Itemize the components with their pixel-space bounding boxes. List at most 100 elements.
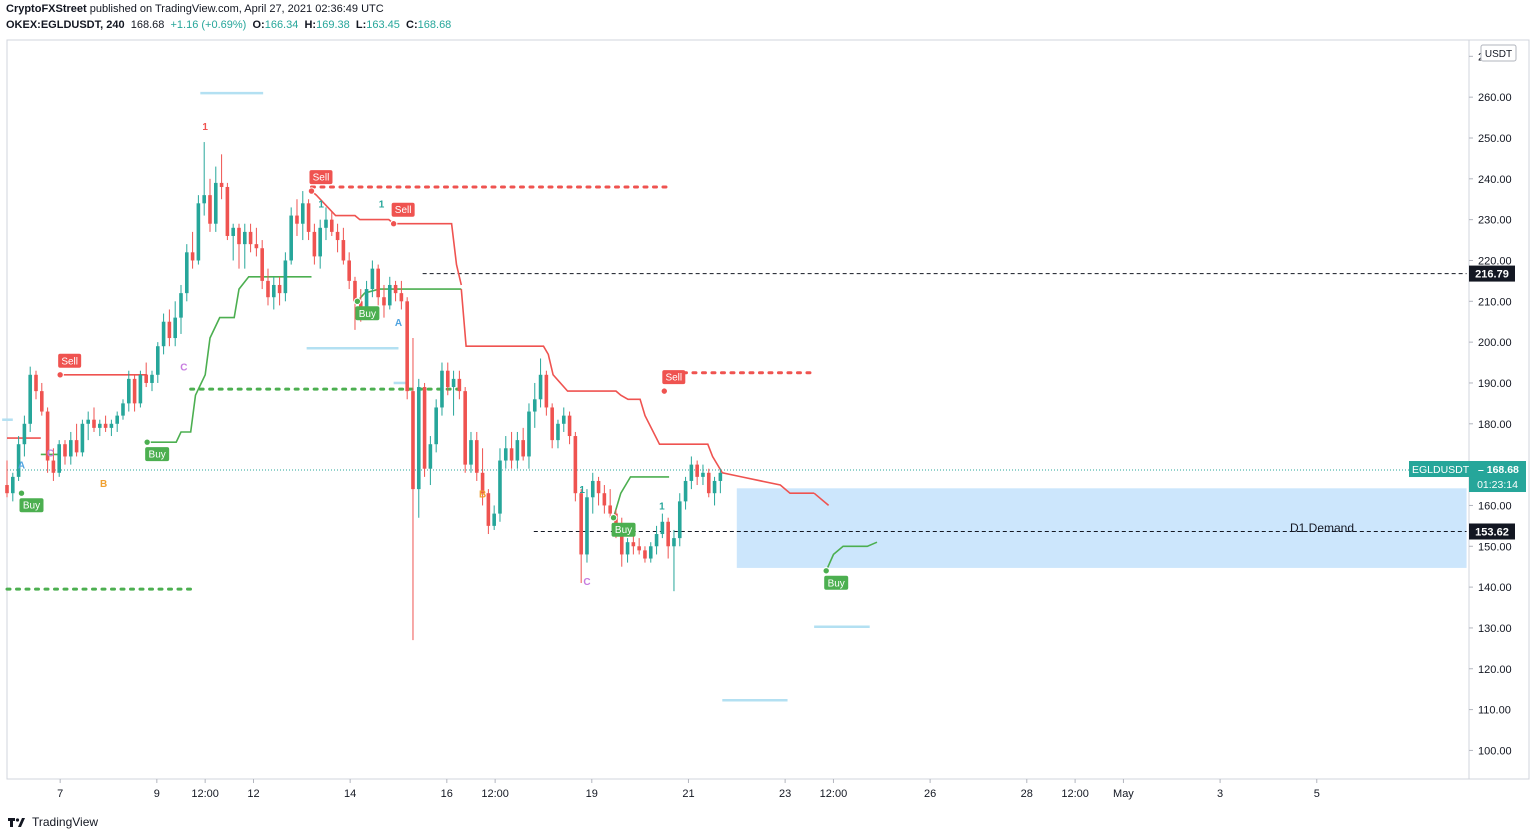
price-tick-label: 110.00 <box>1478 705 1511 717</box>
countdown-text: 01:23:14 <box>1477 479 1518 491</box>
signal-dot <box>660 387 668 395</box>
level-price-tag-box <box>1469 265 1515 282</box>
candle <box>602 485 607 514</box>
candle <box>590 472 595 514</box>
last-price-symbol: EGLDUSDT <box>1412 464 1470 476</box>
candle-body <box>115 415 119 424</box>
candle-body <box>167 321 172 339</box>
candle <box>202 142 206 216</box>
tradingview-footer[interactable]: TradingView <box>8 815 98 829</box>
candle-body <box>51 460 56 473</box>
supertrend-line <box>813 492 830 507</box>
candle <box>213 166 218 232</box>
candle-body <box>706 472 711 494</box>
candle <box>11 472 15 502</box>
candle <box>277 276 282 306</box>
last-price-tag: EGLDUSDT – 168.68 01:23:14 <box>1409 461 1526 493</box>
candle-body <box>695 464 699 477</box>
candle-body <box>40 391 44 412</box>
candle <box>503 436 508 469</box>
change-value: +1.16 (+0.69%) <box>170 19 247 31</box>
candle <box>289 207 293 265</box>
time-tick-label: 12:00 <box>481 788 509 800</box>
candle-body <box>260 248 264 281</box>
candle <box>492 505 496 530</box>
candle-body <box>561 415 566 424</box>
candle-body <box>312 231 317 257</box>
candle-body <box>492 513 496 526</box>
signal-label: Buy <box>149 450 166 461</box>
candle <box>666 517 670 559</box>
candle-body <box>422 387 427 469</box>
candle <box>556 419 560 449</box>
candle-body <box>683 480 688 502</box>
currency-badge-box <box>1480 44 1517 62</box>
candle <box>654 525 659 555</box>
candle-body <box>329 219 334 232</box>
candle-body <box>126 378 131 404</box>
candle-body <box>585 497 589 555</box>
wave-label: C <box>47 448 54 459</box>
candle-body <box>190 252 195 261</box>
signal-badge <box>145 447 170 462</box>
candle-body <box>121 403 125 416</box>
candle <box>411 338 415 641</box>
wave-label: A <box>18 461 25 472</box>
candle-body <box>283 260 288 294</box>
candle <box>45 407 50 473</box>
signal-label: Buy <box>23 501 40 512</box>
wave-label: 1 <box>318 199 324 210</box>
candle-body <box>155 346 160 375</box>
wave-label: 1 <box>659 502 665 513</box>
price-tick-label: 210.00 <box>1478 296 1512 308</box>
candle <box>405 297 409 400</box>
candle-body <box>689 464 694 481</box>
high-value: 169.38 <box>316 19 350 31</box>
candle-body <box>515 440 520 461</box>
candle <box>434 399 438 453</box>
candle-body <box>573 436 578 494</box>
price-tick-label: 160.00 <box>1478 500 1512 512</box>
candle <box>86 411 90 441</box>
level-price-tag-text: 153.62 <box>1475 526 1509 538</box>
candle <box>660 513 665 539</box>
candle-body <box>92 419 96 428</box>
time-tick-label: 9 <box>154 788 160 800</box>
signal-label: Buy <box>615 525 632 536</box>
candle <box>121 399 125 420</box>
candle <box>237 223 241 269</box>
candle-body <box>364 289 369 310</box>
price-tick-label: 100.00 <box>1478 745 1512 757</box>
signal-badge <box>309 170 333 185</box>
candle-body <box>486 493 491 526</box>
candle-body <box>150 374 154 383</box>
candle-body <box>382 297 386 306</box>
candle-body <box>654 534 659 547</box>
candle <box>51 448 56 481</box>
candle <box>40 382 44 416</box>
buy-signal: Buy <box>822 567 849 590</box>
candle <box>585 489 589 563</box>
candle <box>161 313 166 355</box>
candle-body <box>5 485 9 494</box>
candle-body <box>527 411 531 457</box>
candle <box>254 227 259 257</box>
open-value: 166.34 <box>264 19 299 31</box>
high-label: H: <box>304 19 317 31</box>
sell-signal: Sell <box>56 353 82 379</box>
candle-body <box>144 374 148 383</box>
candle <box>422 382 427 477</box>
wave-label: 1 <box>579 485 585 496</box>
time-tick-label: 3 <box>1217 788 1223 800</box>
time-tick-label: 14 <box>344 788 356 800</box>
candle <box>567 411 572 445</box>
candle-body <box>196 203 201 261</box>
candle-body <box>219 182 224 187</box>
candle <box>637 538 641 555</box>
candle-body <box>11 476 15 494</box>
signal-badge <box>58 353 82 368</box>
candle-body <box>672 538 676 547</box>
candle-body <box>208 195 212 224</box>
supertrend-line <box>147 275 312 444</box>
